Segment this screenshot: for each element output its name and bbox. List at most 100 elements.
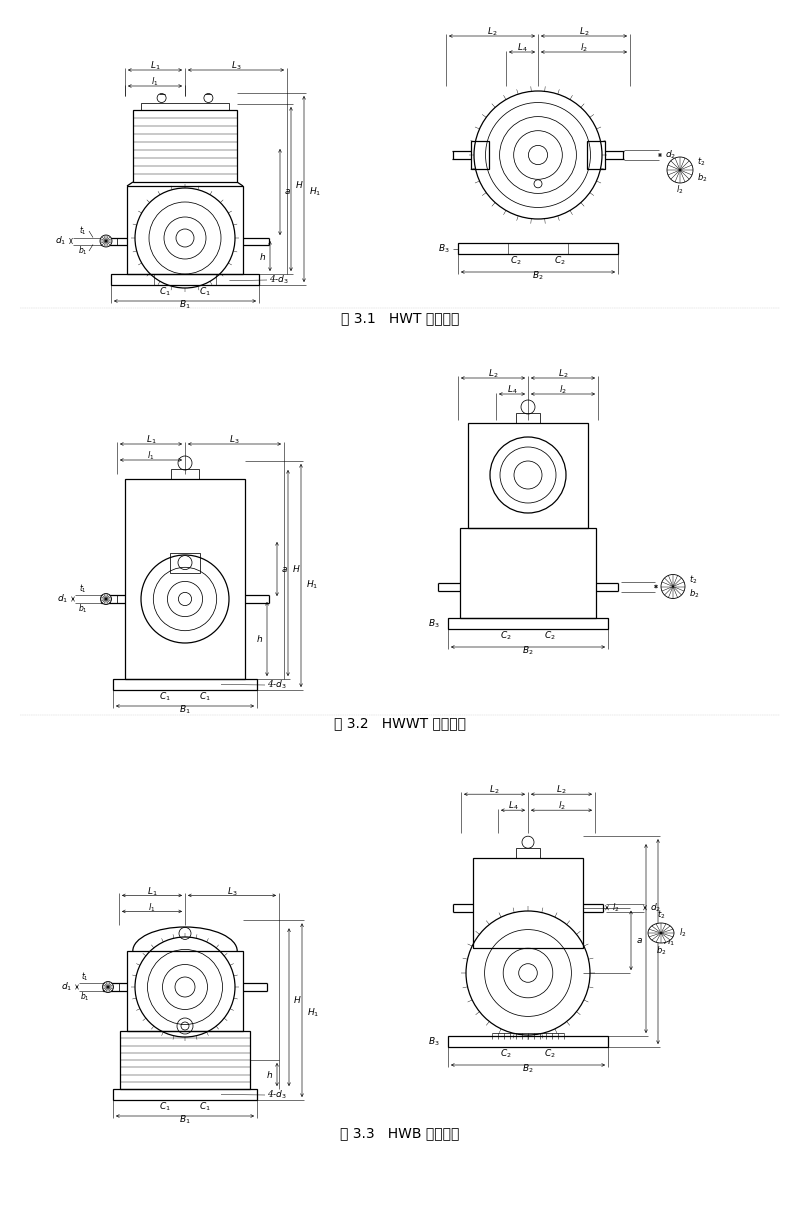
- Text: $H$: $H$: [295, 178, 303, 189]
- Circle shape: [661, 575, 685, 598]
- Bar: [471, 141, 489, 169]
- Text: $L_3$: $L_3$: [226, 885, 238, 898]
- Text: $l_2$: $l_2$: [558, 799, 566, 813]
- Text: $L_3$: $L_3$: [230, 434, 240, 446]
- Text: $b_1$: $b_1$: [80, 991, 90, 1003]
- Text: $C_1$: $C_1$: [199, 1100, 211, 1114]
- Bar: [468, 423, 588, 528]
- Text: $B_2$: $B_2$: [522, 1063, 534, 1075]
- Text: $l_1$: $l_1$: [147, 450, 154, 462]
- Text: $C_2$: $C_2$: [500, 1048, 512, 1060]
- Bar: [170, 553, 200, 573]
- Text: $d_1$: $d_1$: [54, 235, 66, 247]
- Text: $d_1$: $d_1$: [57, 593, 68, 605]
- Bar: [448, 617, 608, 630]
- Text: $L_1$: $L_1$: [150, 59, 160, 73]
- Text: $L_2$: $L_2$: [578, 25, 590, 39]
- Text: $L_2$: $L_2$: [486, 25, 498, 39]
- Text: $h$: $h$: [256, 633, 263, 644]
- Text: $H_1$: $H_1$: [307, 1007, 319, 1019]
- Text: $L_1$: $L_1$: [146, 434, 156, 446]
- Text: $B_3$: $B_3$: [438, 243, 450, 255]
- Text: $B_3$: $B_3$: [428, 1035, 440, 1048]
- Text: $d_1$: $d_1$: [61, 981, 72, 993]
- Text: $C_1$: $C_1$: [159, 286, 171, 298]
- Text: $b_2$: $b_2$: [689, 587, 699, 599]
- Text: $B_2$: $B_2$: [522, 645, 534, 657]
- Text: $a$: $a$: [636, 936, 643, 945]
- Text: $L_4$: $L_4$: [506, 383, 518, 397]
- Text: $L_1$: $L_1$: [146, 885, 158, 898]
- Bar: [448, 1036, 608, 1047]
- Text: 图 3.1   HWT 型减速器: 图 3.1 HWT 型减速器: [341, 311, 459, 325]
- Bar: [113, 679, 257, 690]
- Text: $l_2$: $l_2$: [612, 901, 619, 913]
- Text: $L_2$: $L_2$: [558, 368, 568, 380]
- Text: 4-$d_3$: 4-$d_3$: [267, 679, 287, 691]
- Text: $B_1$: $B_1$: [179, 1114, 191, 1126]
- Text: $C_1$: $C_1$: [159, 1100, 171, 1114]
- Text: $B_3$: $B_3$: [428, 617, 440, 630]
- Text: $H_1$: $H_1$: [309, 186, 322, 198]
- Bar: [120, 1031, 250, 1089]
- Bar: [125, 479, 245, 679]
- Text: $b_2$: $b_2$: [697, 172, 707, 184]
- Text: $d_2$: $d_2$: [661, 580, 672, 593]
- Text: $t_2$: $t_2$: [689, 574, 698, 586]
- Text: $t_2$: $t_2$: [657, 909, 666, 921]
- Text: 图 3.2   HWWT 型减速器: 图 3.2 HWWT 型减速器: [334, 716, 466, 730]
- Text: $l_2$: $l_2$: [559, 383, 567, 397]
- Bar: [460, 528, 596, 617]
- Text: $d_2$: $d_2$: [665, 149, 676, 161]
- Text: $l_1$: $l_1$: [151, 75, 158, 89]
- Bar: [141, 103, 229, 110]
- Text: $b_1$: $b_1$: [78, 603, 88, 615]
- Text: $B_2$: $B_2$: [532, 269, 544, 283]
- Bar: [516, 412, 540, 423]
- Text: $h$: $h$: [266, 1069, 273, 1080]
- Text: 4-$d_3$: 4-$d_3$: [269, 274, 289, 286]
- Bar: [127, 186, 243, 274]
- Text: $H_1$: $H_1$: [306, 579, 318, 591]
- Text: $b_2$: $b_2$: [656, 945, 666, 957]
- Text: $C_1$: $C_1$: [159, 690, 171, 704]
- Bar: [112, 983, 119, 991]
- Text: $L_2$: $L_2$: [490, 784, 500, 797]
- Text: $B_1$: $B_1$: [179, 704, 191, 716]
- Text: $L_2$: $L_2$: [488, 368, 498, 380]
- Text: $C_1$: $C_1$: [199, 690, 211, 704]
- Text: $C_2$: $C_2$: [500, 630, 512, 642]
- Text: $l_2$: $l_2$: [676, 183, 684, 197]
- Bar: [109, 238, 117, 245]
- Text: $a$: $a$: [281, 564, 288, 574]
- Text: $H$: $H$: [293, 993, 302, 1004]
- Circle shape: [101, 593, 111, 604]
- Text: $d_2$: $d_2$: [650, 901, 661, 913]
- Text: $t_1$: $t_1$: [81, 970, 89, 984]
- Bar: [110, 596, 117, 603]
- Bar: [111, 274, 259, 285]
- Text: $C_1$: $C_1$: [199, 286, 211, 298]
- Bar: [516, 848, 540, 859]
- Text: $h$: $h$: [259, 251, 266, 262]
- Text: $t_1$: $t_1$: [79, 224, 87, 238]
- Ellipse shape: [648, 923, 674, 943]
- Bar: [473, 859, 583, 949]
- Text: $L_2$: $L_2$: [556, 784, 566, 797]
- Text: $C_2$: $C_2$: [544, 630, 556, 642]
- Text: $H_1$: $H_1$: [663, 935, 675, 947]
- Circle shape: [667, 156, 693, 183]
- Circle shape: [102, 981, 114, 992]
- Text: $l_1$: $l_1$: [148, 901, 156, 913]
- Text: $l_2$: $l_2$: [580, 41, 588, 55]
- Text: $B_1$: $B_1$: [179, 298, 191, 312]
- Text: $t_1$: $t_1$: [79, 582, 87, 596]
- Text: $t_2$: $t_2$: [697, 155, 706, 169]
- Text: 4-$d_3$: 4-$d_3$: [267, 1089, 287, 1101]
- Text: $b_1$: $b_1$: [78, 245, 88, 257]
- Text: $C_2$: $C_2$: [510, 255, 522, 267]
- Text: 图 3.3   HWB 型减速器: 图 3.3 HWB 型减速器: [340, 1126, 460, 1140]
- Bar: [587, 141, 605, 169]
- Text: $L_4$: $L_4$: [517, 41, 527, 55]
- Text: $a$: $a$: [284, 188, 291, 197]
